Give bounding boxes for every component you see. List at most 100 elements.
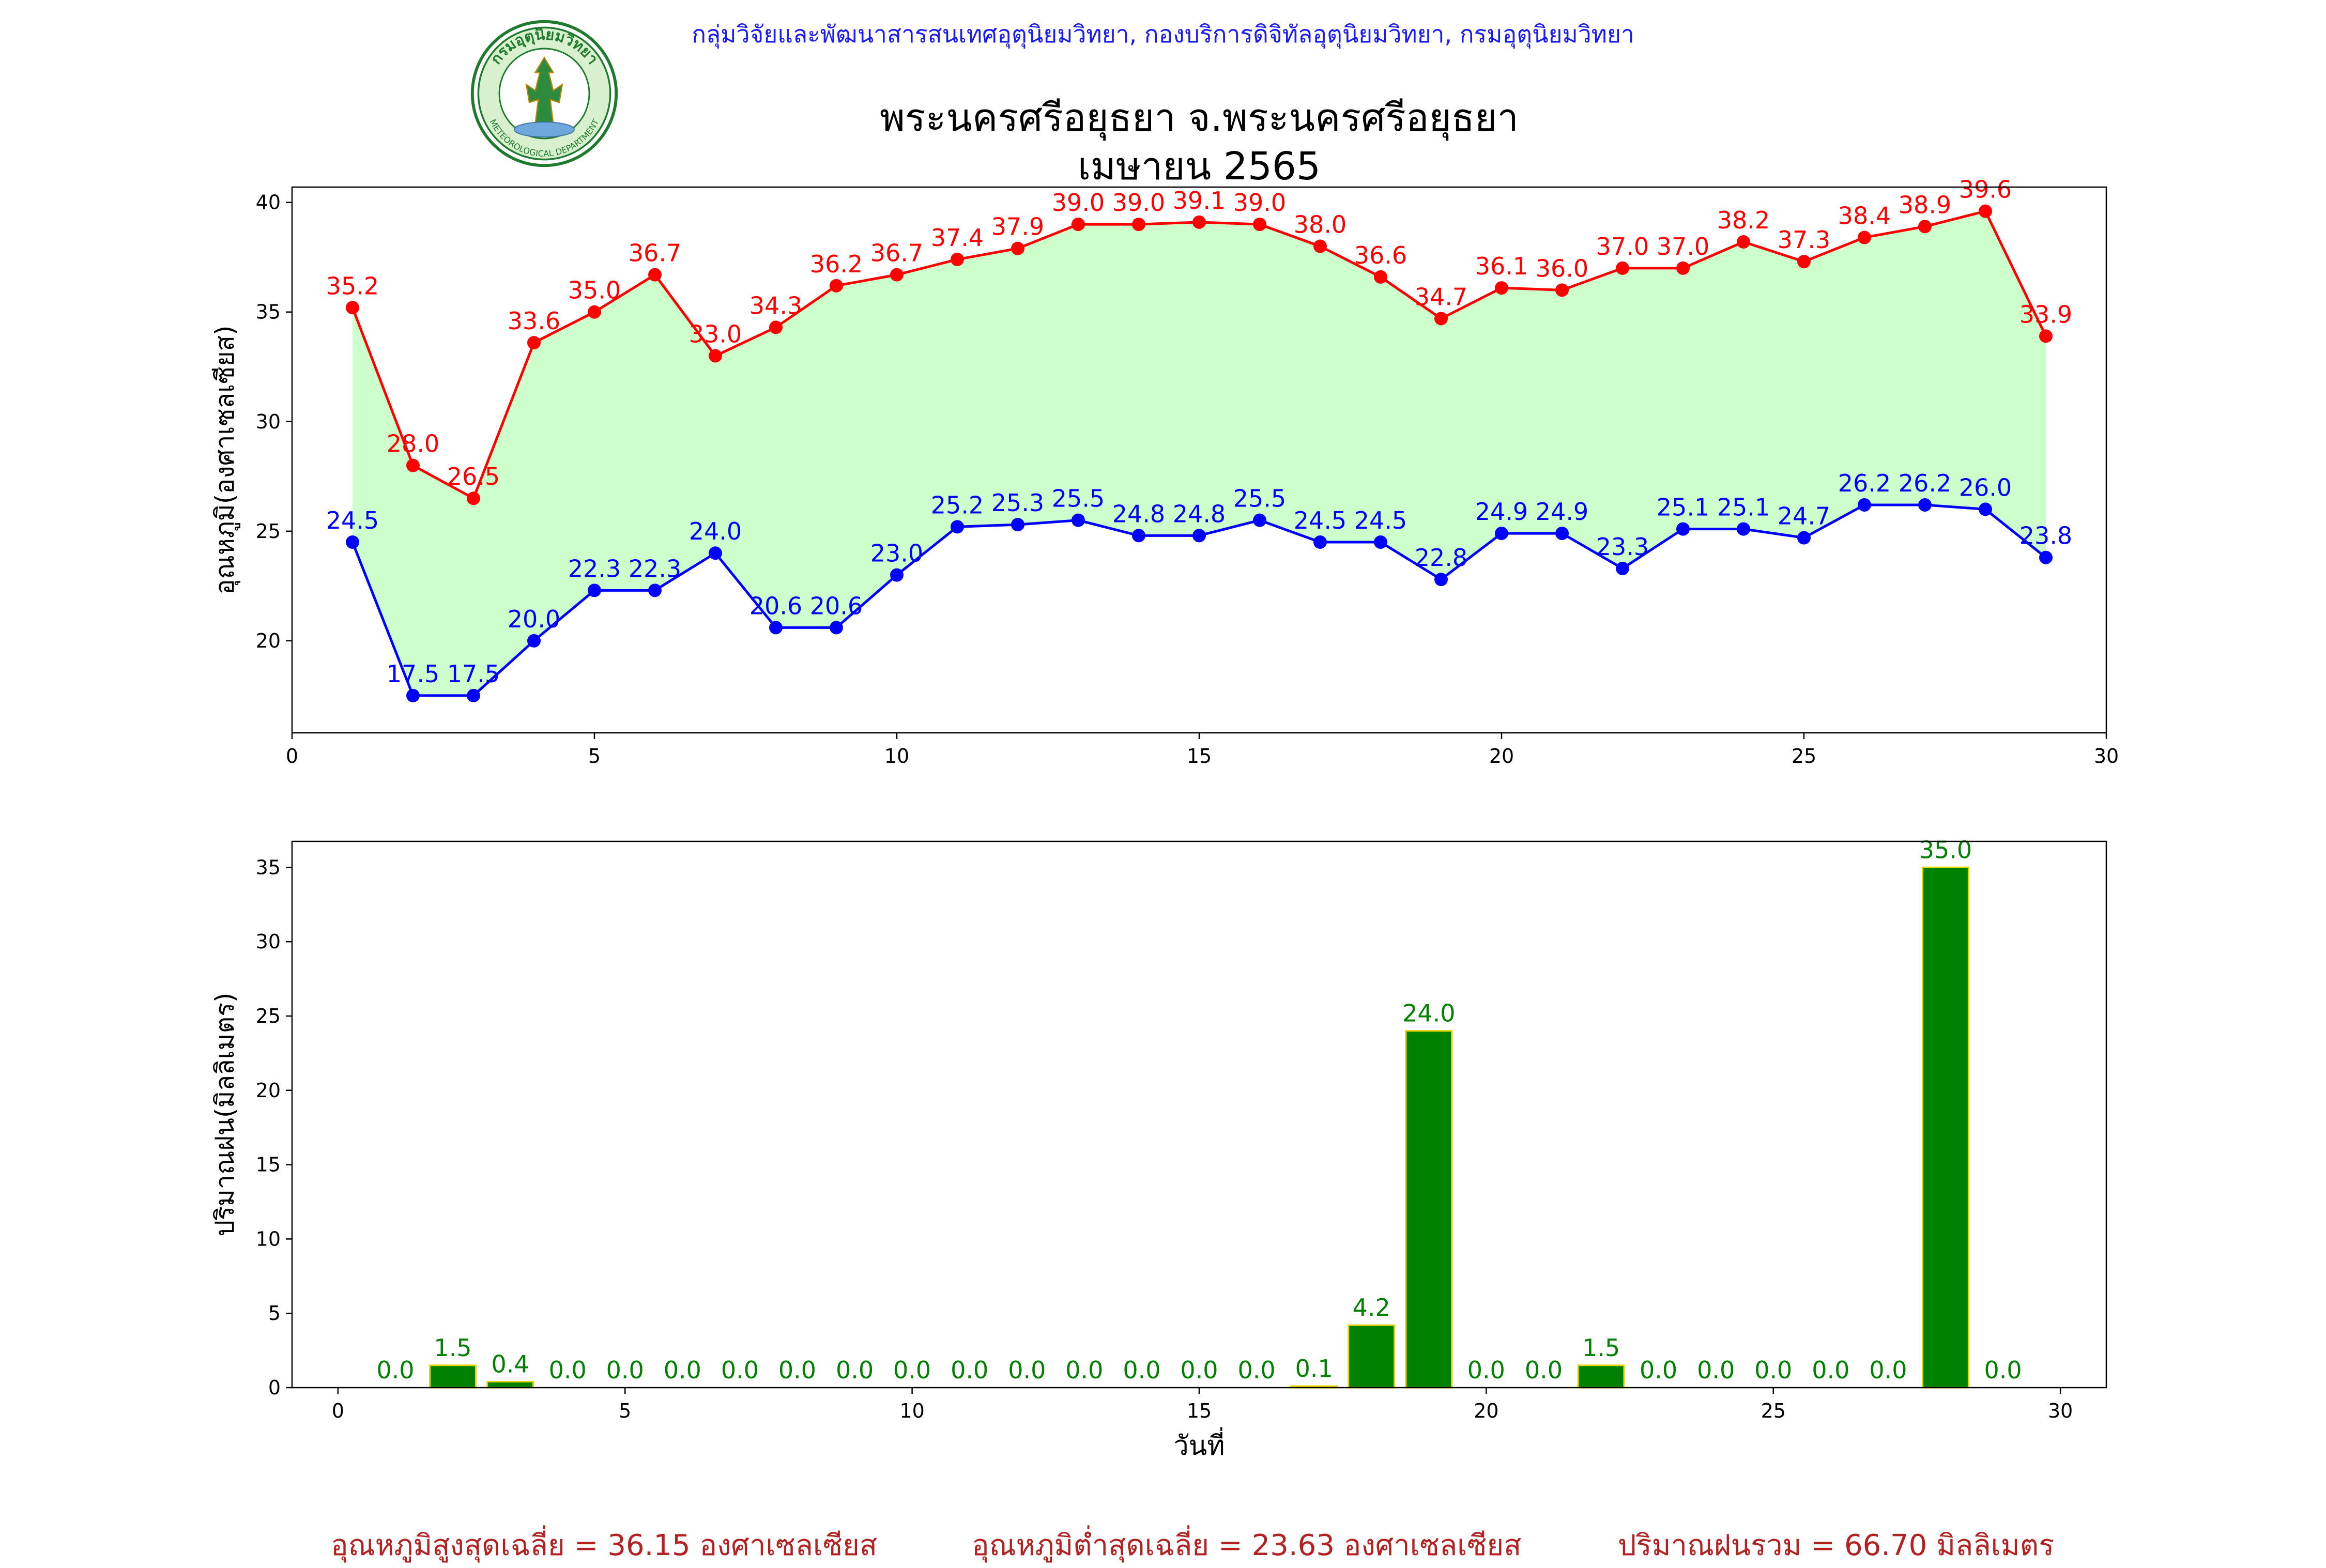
max-temp-data-label: 36.6 (1354, 241, 1407, 269)
min-temp-point (1495, 527, 1508, 541)
meteorological-department-logo: กรมอุตุนิยมวิทยา METEOROLOGICAL DEPARTME… (470, 20, 618, 167)
min-temp-point (709, 546, 722, 560)
min-temp-data-label: 24.7 (1778, 502, 1830, 530)
min-temp-data-label: 25.3 (991, 489, 1044, 517)
rain-data-label: 0.0 (721, 1356, 759, 1384)
rain-y-tick-label: 0 (268, 1376, 281, 1399)
min-temp-point (951, 520, 964, 534)
max-temp-point (830, 279, 843, 293)
max-temp-data-label: 36.0 (1536, 254, 1588, 282)
max-temp-point (1253, 218, 1266, 232)
max-temp-data-label: 34.3 (749, 291, 802, 319)
max-temp-point (709, 349, 722, 363)
min-temp-data-label: 23.0 (870, 540, 923, 567)
rain-data-label: 0.0 (1697, 1356, 1735, 1384)
min-temp-point (1011, 518, 1024, 532)
max-temp-data-label: 39.0 (1233, 189, 1286, 217)
rain-x-tick-label: 25 (1761, 1400, 1786, 1422)
min-temp-point (1616, 561, 1629, 575)
temp-y-tick-label: 20 (256, 629, 281, 652)
rain-x-tick-label: 15 (1187, 1400, 1212, 1422)
max-temp-data-label: 36.1 (1475, 252, 1528, 280)
temp-y-tick-label: 30 (256, 410, 281, 433)
min-temp-data-label: 26.2 (1838, 469, 1891, 497)
rain-data-label: 0.0 (836, 1356, 874, 1384)
rainfall-plot-frame (291, 840, 2107, 1389)
rain-data-label: 0.0 (376, 1356, 414, 1384)
rain-data-label: 0.1 (1295, 1355, 1333, 1382)
min-temp-data-label: 25.5 (1233, 485, 1286, 513)
rain-bar (1577, 1364, 1625, 1389)
max-temp-point (346, 301, 359, 315)
min-temp-point (1253, 513, 1266, 527)
max-temp-data-label: 37.4 (931, 224, 984, 252)
max-temp-point (527, 336, 541, 350)
min-temp-data-label: 20.0 (508, 605, 560, 633)
rain-data-label: 4.2 (1353, 1294, 1390, 1321)
max-temp-point (1555, 283, 1569, 297)
rain-data-label: 1.5 (434, 1334, 471, 1362)
temp-x-tick-label: 10 (884, 745, 909, 767)
max-temp-data-label: 37.0 (1596, 233, 1649, 260)
min-temp-data-label: 23.8 (2019, 522, 2072, 550)
rain-data-label: 0.0 (1984, 1356, 2022, 1384)
chart-title-station: พระนครศรีอยุธยา จ.พระนครศรีอยุธยา (880, 96, 1519, 140)
rain-x-tick-label: 0 (332, 1400, 344, 1422)
rain-data-label: 0.0 (1467, 1356, 1505, 1384)
max-temp-data-label: 26.5 (447, 463, 500, 490)
rain-data-label: 0.0 (606, 1356, 644, 1384)
rain-x-tick-label: 5 (619, 1400, 631, 1422)
max-temp-data-label: 33.6 (508, 307, 560, 335)
max-temp-point (467, 491, 480, 505)
max-temp-data-label: 36.7 (629, 239, 681, 267)
temp-y-tick-label: 25 (256, 520, 281, 543)
min-temp-point (527, 634, 541, 648)
max-temp-data-label: 37.0 (1657, 233, 1709, 260)
min-temp-point (346, 535, 359, 549)
min-temp-data-label: 24.5 (1354, 506, 1407, 534)
rain-bar (1922, 866, 1969, 1389)
temp-x-tick-label: 5 (588, 745, 601, 767)
rain-y-tick-label: 5 (268, 1302, 281, 1325)
max-temp-data-label: 35.2 (326, 272, 379, 300)
max-temp-data-label: 38.4 (1838, 202, 1891, 230)
max-temp-point (769, 320, 783, 334)
max-temp-data-label: 35.0 (568, 276, 621, 304)
rain-data-label: 24.0 (1402, 1000, 1455, 1027)
max-temp-point (1132, 218, 1145, 232)
max-temp-point (1374, 270, 1387, 284)
temp-x-tick-label: 20 (1489, 745, 1514, 767)
summary-total-rain: ปริมาณฝนรวม = 66.70 มิลลิเมตร (1618, 1529, 2055, 1562)
min-temp-point (648, 583, 662, 597)
max-temp-data-label: 28.0 (387, 430, 439, 458)
max-temp-data-label: 36.7 (870, 239, 923, 267)
min-temp-data-label: 22.3 (568, 555, 621, 582)
rain-data-label: 0.0 (1525, 1356, 1563, 1384)
max-temp-data-label: 33.0 (689, 320, 742, 348)
max-temp-point (1072, 218, 1085, 232)
temp-x-tick-label: 15 (1187, 745, 1212, 767)
max-temp-point (1616, 261, 1629, 275)
max-temp-point (951, 252, 964, 266)
min-temp-point (769, 621, 783, 635)
max-temp-point (1495, 281, 1508, 295)
min-temp-data-label: 24.5 (1294, 506, 1346, 534)
min-temp-point (1737, 522, 1750, 536)
min-temp-point (1676, 522, 1690, 536)
summary-avg-min-temp: อุณหภูมิต่ำสุดเฉลี่ย = 23.63 องศาเซลเซีย… (972, 1529, 1522, 1562)
max-temp-point (588, 305, 601, 319)
min-temp-data-label: 20.6 (810, 592, 863, 620)
rain-data-label: 0.0 (1869, 1356, 1907, 1384)
max-temp-data-label: 39.0 (1052, 189, 1105, 217)
temp-y-tick-label: 40 (256, 191, 281, 214)
rain-data-label: 0.0 (1123, 1356, 1160, 1384)
max-temp-data-label: 39.1 (1173, 187, 1226, 214)
min-temp-data-label: 20.6 (749, 592, 802, 620)
min-temp-data-label: 24.8 (1173, 500, 1226, 528)
rain-y-tick-label: 20 (256, 1079, 281, 1102)
rain-data-label: 0.0 (778, 1356, 816, 1384)
rain-data-label: 0.4 (492, 1350, 529, 1378)
max-temp-point (1192, 215, 1206, 229)
